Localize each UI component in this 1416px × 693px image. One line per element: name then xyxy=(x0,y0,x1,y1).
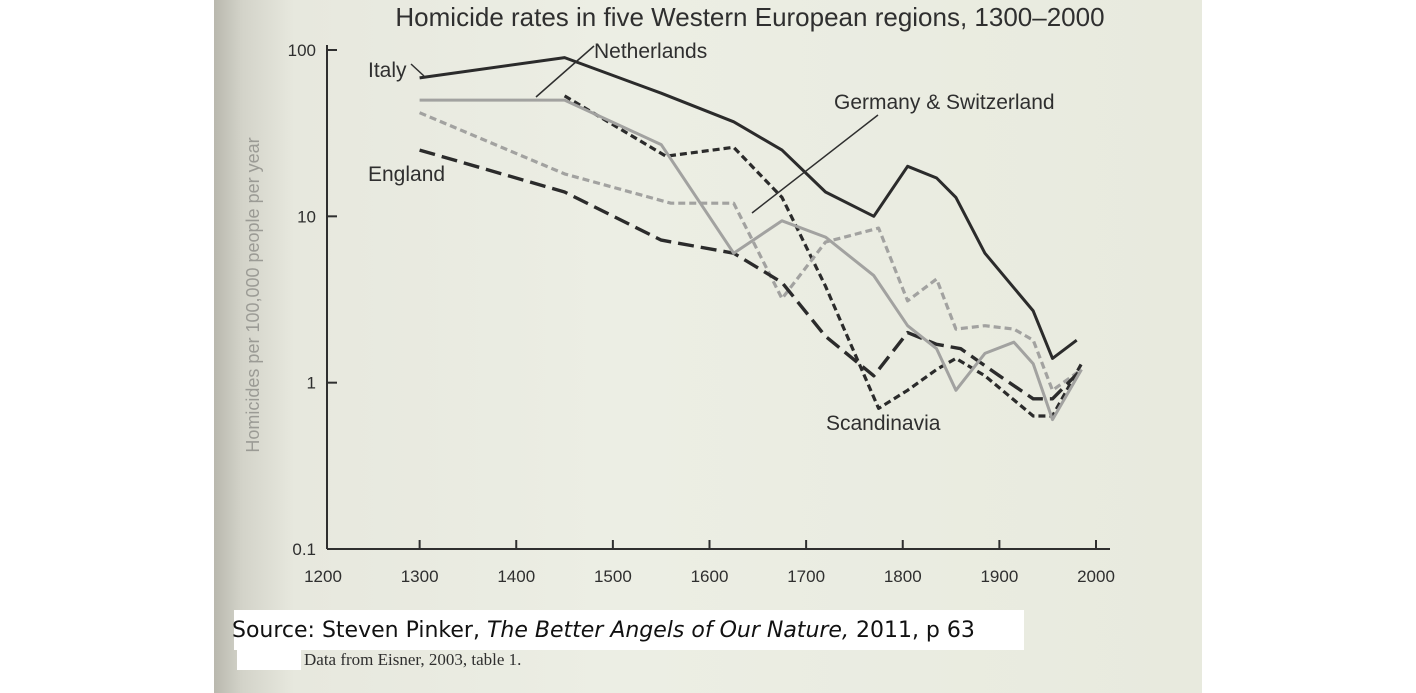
series-label-scandinavia: Scandinavia xyxy=(826,412,941,435)
data-note: Data from Eisner, 2003, table 1. xyxy=(304,650,522,669)
leader-line-italy xyxy=(410,63,425,77)
x-tick-label: 2000 xyxy=(1077,567,1115,586)
x-tick-label: 1400 xyxy=(497,567,535,586)
series-label-italy: Italy xyxy=(368,59,407,82)
leader-line-netherlands xyxy=(535,45,595,98)
x-tick-label: 1900 xyxy=(980,567,1018,586)
series-line-england xyxy=(419,148,1083,401)
series-labels: Italy Netherlands Germany & Switzerland Eng… xyxy=(368,40,1055,435)
source-caption-background xyxy=(234,610,1024,650)
y-tick-label: 0.1 xyxy=(292,540,316,559)
data-note-mask xyxy=(237,650,301,670)
source-caption: Source: Steven Pinker, The Better Angels… xyxy=(232,618,975,643)
chart-title: Homicide rates in five Western European … xyxy=(395,2,1104,32)
x-tick-label: 1600 xyxy=(691,567,729,586)
series-label-england: England xyxy=(368,163,445,186)
source-prefix: Source: Steven Pinker, xyxy=(232,618,487,643)
series-label-netherlands: Netherlands xyxy=(594,40,707,63)
x-tick-label: 1300 xyxy=(401,567,439,586)
axes: 0.1 1 10 100 1200 1300 1400 1500 1600 1700 1800 190… xyxy=(288,41,1115,586)
series-line-scandinavia xyxy=(419,98,1083,422)
series-line-germany-switzerland xyxy=(418,111,1083,392)
y-tick-label: 100 xyxy=(288,41,316,60)
y-tick-label: 10 xyxy=(297,207,316,226)
leader-line-germany-switzerland xyxy=(751,114,879,214)
series-line-italy xyxy=(419,56,1078,360)
series-line-netherlands xyxy=(563,94,1083,418)
source-book-title: The Better Angels of Our Nature, xyxy=(486,618,849,643)
y-axis-label: Homicides per 100,000 people per year xyxy=(243,137,263,452)
series-lines xyxy=(418,56,1083,422)
source-suffix: 2011, p 63 xyxy=(848,618,975,643)
x-tick-label: 1800 xyxy=(884,567,922,586)
x-tick-label: 1500 xyxy=(594,567,632,586)
x-tick-label: 1200 xyxy=(304,567,342,586)
y-tick-label: 1 xyxy=(307,374,316,393)
x-tick-label: 1700 xyxy=(787,567,825,586)
series-label-germany-switzerland: Germany & Switzerland xyxy=(834,91,1055,114)
